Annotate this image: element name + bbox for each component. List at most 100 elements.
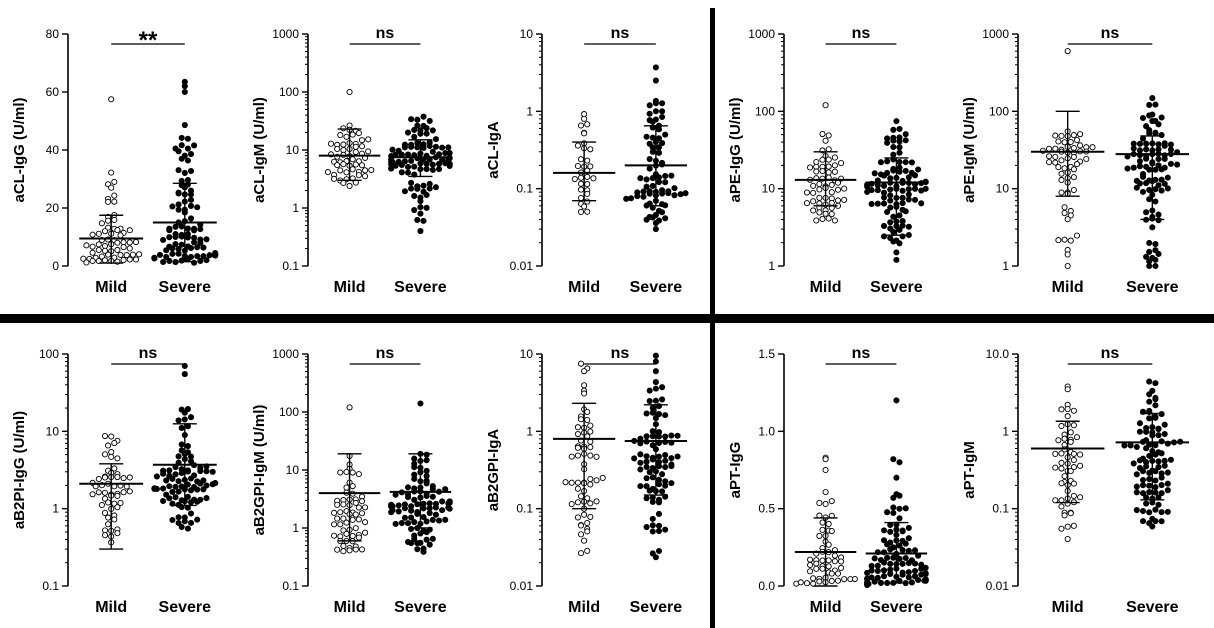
- data-point-severe: [659, 488, 666, 495]
- data-point-severe: [1139, 114, 1147, 122]
- data-point-severe: [905, 560, 912, 567]
- data-point-severe: [175, 206, 182, 213]
- x-category-label: Severe: [630, 599, 683, 616]
- data-point-severe: [1158, 490, 1165, 497]
- data-point-severe: [1167, 160, 1174, 167]
- data-point-severe: [884, 554, 891, 561]
- data-point-mild: [1058, 465, 1065, 472]
- data-point-severe: [423, 536, 430, 543]
- x-category-label: Mild: [568, 599, 600, 616]
- data-point-severe: [1158, 187, 1165, 194]
- data-point-severe: [426, 185, 433, 192]
- significance-label: ns: [852, 345, 871, 362]
- data-point-mild: [111, 216, 118, 224]
- data-point-mild: [587, 438, 594, 445]
- data-point-mild: [358, 143, 366, 150]
- data-point-severe: [1152, 198, 1159, 205]
- data-point-mild: [358, 510, 366, 517]
- data-point-severe: [887, 219, 894, 226]
- data-point-mild: [101, 495, 109, 502]
- data-point-mild: [822, 456, 829, 463]
- data-point-severe: [166, 227, 173, 234]
- data-point-mild: [327, 140, 335, 147]
- data-point-severe: [439, 498, 446, 505]
- data-point-severe: [411, 133, 418, 140]
- data-point-severe: [178, 441, 185, 448]
- data-point-severe: [203, 482, 210, 489]
- data-point-mild: [590, 175, 597, 182]
- y-tick-label: 10: [286, 463, 300, 477]
- data-point-severe: [902, 131, 909, 138]
- data-point-severe: [922, 564, 929, 571]
- data-point-severe: [890, 213, 897, 220]
- data-point-mild: [1070, 456, 1077, 464]
- data-point-mild: [581, 130, 588, 137]
- data-point-severe: [420, 144, 427, 152]
- data-point-severe: [432, 184, 439, 191]
- data-point-severe: [665, 190, 672, 197]
- y-tick-label: 100: [39, 347, 59, 361]
- data-point-severe: [628, 195, 635, 202]
- data-point-severe: [175, 453, 182, 460]
- data-point-mild: [362, 529, 369, 536]
- data-point-mild: [331, 521, 338, 528]
- data-point-severe: [899, 222, 906, 229]
- y-tick-label: 100: [989, 104, 1009, 118]
- data-point-mild: [89, 243, 96, 250]
- data-point-mild: [822, 102, 829, 109]
- data-point-severe: [1130, 145, 1137, 152]
- y-tick-label: 1000: [748, 27, 775, 41]
- data-point-severe: [890, 456, 897, 463]
- data-point-severe: [435, 166, 443, 173]
- data-point-mild: [1070, 132, 1077, 139]
- data-point-severe: [1164, 174, 1171, 181]
- data-point-severe: [187, 150, 195, 158]
- data-point-severe: [1133, 184, 1140, 191]
- data-point-severe: [668, 432, 675, 439]
- data-point-mild: [816, 209, 823, 216]
- data-point-mild: [136, 251, 143, 258]
- data-point-mild: [828, 498, 835, 505]
- data-point-severe: [414, 546, 421, 553]
- data-point-severe: [893, 256, 900, 263]
- data-point-severe: [203, 495, 210, 502]
- data-point-severe: [426, 541, 433, 548]
- data-point-severe: [175, 250, 182, 257]
- data-point-severe: [865, 580, 872, 588]
- data-point-severe: [899, 187, 906, 194]
- data-point-severe: [893, 474, 900, 481]
- data-point-mild: [828, 570, 835, 577]
- data-point-severe: [887, 204, 894, 211]
- y-tick-label: 20: [46, 201, 60, 215]
- data-point-mild: [831, 217, 838, 224]
- significance-label: ns: [376, 345, 395, 362]
- data-point-severe: [668, 172, 675, 179]
- data-point-severe: [187, 510, 195, 517]
- data-point-severe: [896, 138, 903, 145]
- data-point-mild: [1070, 166, 1077, 173]
- data-point-severe: [880, 194, 888, 201]
- data-point-severe: [411, 206, 418, 214]
- data-point-severe: [1146, 378, 1153, 385]
- data-point-severe: [404, 494, 412, 501]
- data-point-severe: [423, 130, 430, 137]
- data-point-mild: [111, 516, 118, 523]
- data-point-mild: [574, 452, 581, 459]
- data-point-severe: [187, 196, 195, 203]
- data-point-severe: [398, 519, 405, 527]
- data-point-mild: [574, 163, 581, 170]
- data-point-severe: [915, 576, 922, 584]
- data-point-mild: [819, 167, 826, 175]
- data-point-mild: [816, 499, 823, 506]
- data-point-severe: [153, 473, 160, 480]
- data-point-mild: [828, 189, 835, 196]
- data-point-mild: [346, 88, 353, 96]
- data-point-severe: [911, 560, 919, 567]
- y-tick-label: 40: [46, 143, 60, 157]
- data-point-mild: [101, 242, 109, 249]
- data-point-severe: [662, 457, 669, 464]
- data-point-severe: [652, 554, 659, 561]
- data-point-severe: [662, 482, 669, 489]
- data-point-severe: [643, 453, 650, 460]
- data-point-severe: [646, 487, 653, 494]
